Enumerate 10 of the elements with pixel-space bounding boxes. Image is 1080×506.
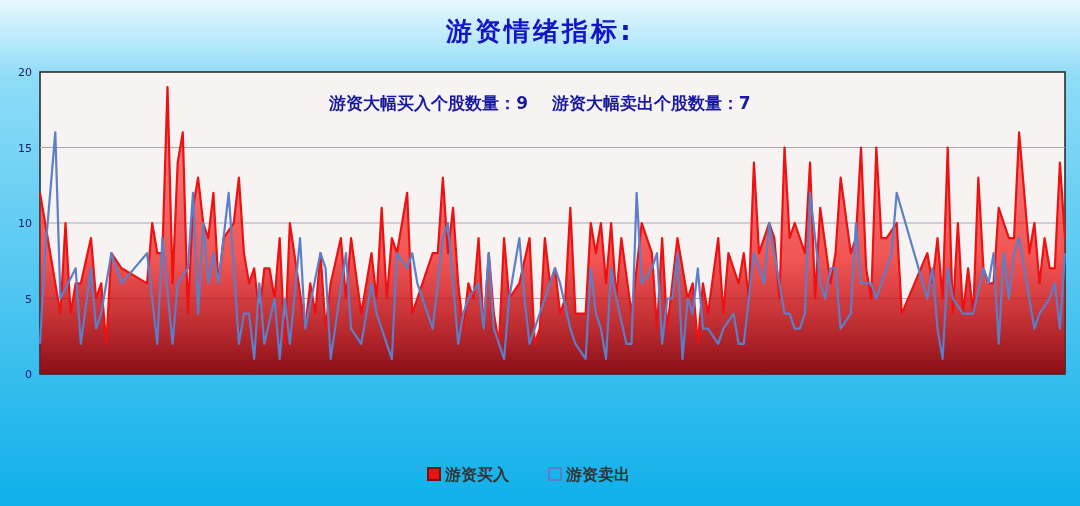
y-tick-label: 15 (18, 141, 32, 155)
y-tick-label: 5 (25, 292, 32, 306)
legend-label: 游资卖出 (565, 465, 630, 484)
legend-label: 游资买入 (444, 465, 510, 484)
y-tick-label: 0 (25, 368, 32, 381)
chart-title: 游资情绪指标: (445, 16, 634, 46)
y-tick-label: 20 (18, 66, 32, 79)
y-tick-label: 10 (18, 217, 32, 230)
line-series (38, 131, 1067, 360)
annotation: 游资大幅买入个股数量：9 游资大幅卖出个股数量：7 (328, 93, 751, 113)
